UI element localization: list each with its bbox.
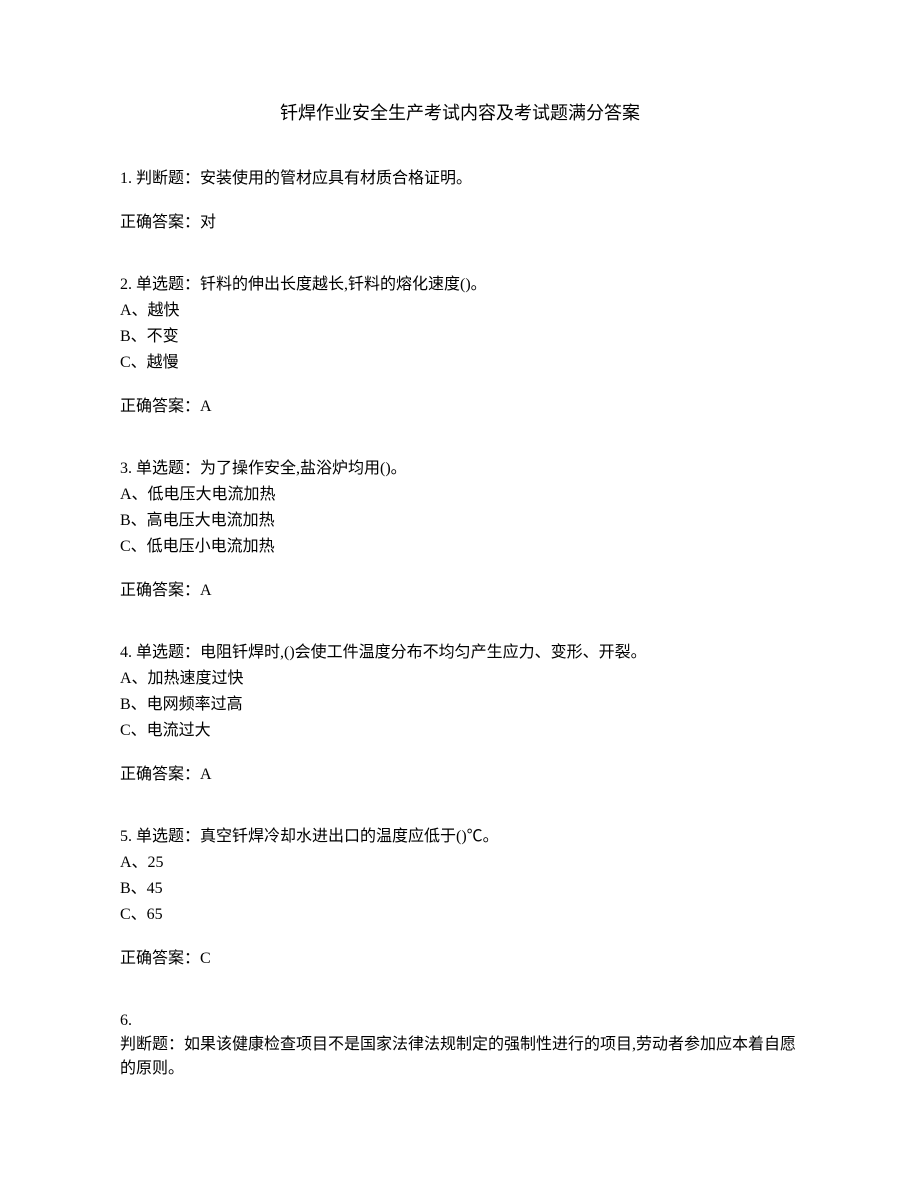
- question-text: 4. 单选题：电阻钎焊时,()会使工件温度分布不均匀产生应力、变形、开裂。: [120, 641, 800, 665]
- option-a: A、加热速度过快: [120, 667, 800, 691]
- question-2: 2. 单选题：钎料的伸出长度越长,钎料的熔化速度()。 A、越快 B、不变 C、…: [120, 273, 800, 419]
- question-number: 6.: [120, 1009, 800, 1033]
- question-6: 6. 判断题：如果该健康检查项目不是国家法律法规制定的强制性进行的项目,劳动者参…: [120, 1009, 800, 1081]
- answer-line: 正确答案：对: [120, 211, 800, 235]
- question-stem: 真空钎焊冷却水进出口的温度应低于()℃。: [200, 828, 499, 845]
- option-b: B、高电压大电流加热: [120, 509, 800, 533]
- question-4: 4. 单选题：电阻钎焊时,()会使工件温度分布不均匀产生应力、变形、开裂。 A、…: [120, 641, 800, 787]
- answer-value: 对: [200, 214, 216, 231]
- option-b: B、不变: [120, 325, 800, 349]
- question-type: 单选题：: [136, 644, 200, 661]
- question-type: 判断题：: [136, 170, 200, 187]
- question-1: 1. 判断题：安装使用的管材应具有材质合格证明。 正确答案：对: [120, 167, 800, 235]
- answer-line: 正确答案：A: [120, 395, 800, 419]
- question-text: 3. 单选题：为了操作安全,盐浴炉均用()。: [120, 457, 800, 481]
- question-number: 2.: [120, 276, 132, 293]
- answer-value: A: [200, 582, 212, 599]
- option-c: C、越慢: [120, 351, 800, 375]
- answer-line: 正确答案：C: [120, 947, 800, 971]
- option-a: A、25: [120, 851, 800, 875]
- question-text: 2. 单选题：钎料的伸出长度越长,钎料的熔化速度()。: [120, 273, 800, 297]
- question-number: 5.: [120, 828, 132, 845]
- question-3: 3. 单选题：为了操作安全,盐浴炉均用()。 A、低电压大电流加热 B、高电压大…: [120, 457, 800, 603]
- question-5: 5. 单选题：真空钎焊冷却水进出口的温度应低于()℃。 A、25 B、45 C、…: [120, 825, 800, 971]
- option-c: C、电流过大: [120, 719, 800, 743]
- answer-value: A: [200, 398, 212, 415]
- question-text: 1. 判断题：安装使用的管材应具有材质合格证明。: [120, 167, 800, 191]
- option-a: A、越快: [120, 299, 800, 323]
- answer-label: 正确答案：: [120, 582, 200, 599]
- question-type: 单选题：: [136, 276, 200, 293]
- answer-label: 正确答案：: [120, 214, 200, 231]
- answer-label: 正确答案：: [120, 950, 200, 967]
- question-stem: 安装使用的管材应具有材质合格证明。: [200, 170, 472, 187]
- question-stem: 电阻钎焊时,()会使工件温度分布不均匀产生应力、变形、开裂。: [200, 644, 647, 661]
- question-text: 5. 单选题：真空钎焊冷却水进出口的温度应低于()℃。: [120, 825, 800, 849]
- option-b: B、电网频率过高: [120, 693, 800, 717]
- answer-line: 正确答案：A: [120, 579, 800, 603]
- question-stem: 为了操作安全,盐浴炉均用()。: [200, 460, 407, 477]
- question-number: 1.: [120, 170, 132, 187]
- option-c: C、65: [120, 903, 800, 927]
- answer-label: 正确答案：: [120, 398, 200, 415]
- question-number: 3.: [120, 460, 132, 477]
- question-type: 单选题：: [136, 460, 200, 477]
- question-type: 单选题：: [136, 828, 200, 845]
- answer-label: 正确答案：: [120, 766, 200, 783]
- document-title: 钎焊作业安全生产考试内容及考试题满分答案: [120, 100, 800, 127]
- question-text: 判断题：如果该健康检查项目不是国家法律法规制定的强制性进行的项目,劳动者参加应本…: [120, 1033, 800, 1081]
- answer-value: C: [200, 950, 211, 967]
- answer-line: 正确答案：A: [120, 763, 800, 787]
- option-c: C、低电压小电流加热: [120, 535, 800, 559]
- question-stem: 钎料的伸出长度越长,钎料的熔化速度()。: [200, 276, 487, 293]
- option-a: A、低电压大电流加热: [120, 483, 800, 507]
- question-stem: 如果该健康检查项目不是国家法律法规制定的强制性进行的项目,劳动者参加应本着自愿的…: [120, 1036, 796, 1077]
- question-number: 4.: [120, 644, 132, 661]
- question-type: 判断题：: [120, 1036, 184, 1053]
- answer-value: A: [200, 766, 212, 783]
- option-b: B、45: [120, 877, 800, 901]
